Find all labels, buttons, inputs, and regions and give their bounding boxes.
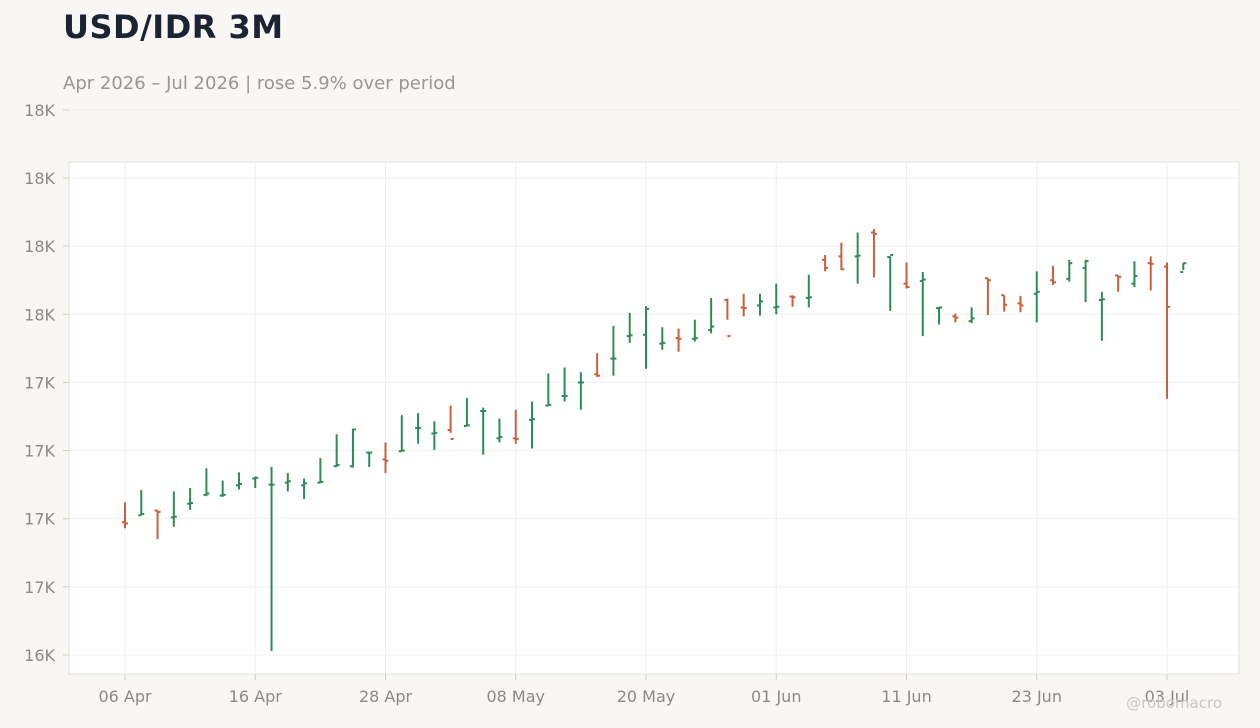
ohlc-bar [1017,295,1024,313]
ohlc-bar [1001,294,1008,312]
ohlc-bar [659,327,666,350]
ohlc-bar [1066,259,1073,282]
ohlc-bar [691,319,698,342]
ohlc-bar [170,491,177,527]
x-tick-label: 28 Apr [359,687,413,706]
ohlc-bar [822,255,829,272]
ohlc-bar [805,274,812,308]
ohlc-bar [138,490,145,517]
x-tick-label: 11 Jun [881,687,931,706]
ohlc-bar [724,298,731,338]
ohlc-bar [968,307,975,324]
ohlc-bar [463,398,470,428]
ohlc-bar [1098,291,1105,341]
ohlc-bar [561,367,568,402]
ohlc-bar [919,272,926,337]
ohlc-bar [122,502,128,529]
ohlc-bar [1033,271,1040,323]
ohlc-bar [187,488,194,510]
plot-area [68,161,1240,675]
ohlc-bar [594,353,601,377]
ohlc-bar [1180,262,1187,274]
ohlc-bar [708,297,715,334]
ohlc-bar [333,434,340,468]
x-tick-label: 03 Jul [1145,687,1190,706]
x-axis: 06 Apr 16 Apr 28 Apr 08 May 20 May 01 Jun 11 J… [98,674,1189,706]
ohlc-bar [1050,265,1057,285]
y-axis: 16K 17K 17K 17K 17K 18K 18K 18K 18K [24,101,69,665]
ohlc-bar [480,407,487,455]
ohlc-bar [415,413,422,444]
y-tick-label: 18K [24,237,55,256]
ohlc-bar [854,232,861,284]
x-tick-label: 20 May [617,687,676,706]
ohlc-bar [1147,256,1154,291]
ohlc-bar [675,328,682,352]
ohlc-bar [903,262,910,289]
ohlc-bar [984,277,991,315]
x-tick-label: 23 Jun [1012,687,1062,706]
ohlc-bar [838,242,845,271]
x-tick-label: 06 Apr [98,687,152,706]
ohlc-bar [252,476,259,489]
ohlc-bar [887,254,894,311]
ohlc-bar [203,468,210,497]
ohlc-bar [610,325,617,376]
y-tick-label: 17K [24,578,55,597]
ohlc-bar [301,478,308,499]
x-tick-label: 01 Jun [751,687,801,706]
ohlc-bar [1164,262,1170,399]
ohlc-bar [577,372,584,410]
chart-subtitle: Apr 2026 – Jul 2026 | rose 5.9% over per… [63,73,456,94]
ohlc-bar [496,418,503,443]
ohlc-bar [1082,259,1089,303]
ohlc-bar [952,313,959,323]
ohlc-bar [936,306,943,325]
ohlc-bar [529,401,536,449]
grid-lines [69,109,1239,674]
x-tick-label: 16 Apr [229,687,283,706]
ohlc-bar [447,405,454,440]
ohlc-bar [1131,261,1138,288]
y-tick-label: 18K [24,305,55,324]
ohlc-bar [284,473,291,492]
ohlc-bar [349,428,356,468]
ohlc-bar [219,480,226,497]
ohlc-bar [870,229,877,278]
ohlc-bar [740,293,747,317]
ohlc-bar [1115,274,1122,292]
ohlc-bar [773,283,780,315]
y-tick-label: 18K [24,169,55,188]
ohlc-bar [235,472,242,490]
ohlc-bar [382,442,389,474]
ohlc-bar [545,373,552,407]
y-tick-label: 16K [24,646,55,665]
ohlc-bars [122,229,1187,651]
ohlc-bar [789,295,796,307]
ohlc-bar [756,293,763,316]
ohlc-bar [626,312,633,343]
ohlc-bar [431,421,438,450]
ohlc-bar [398,415,405,453]
y-tick-label: 17K [24,510,55,529]
ohlc-bar [643,306,649,369]
ohlc-bar [366,451,373,467]
ohlc-bar [512,409,519,444]
chart-title: USD/IDR 3M [63,8,284,46]
watermark: @robomacro [1126,694,1222,712]
ohlc-bar [268,466,275,651]
x-tick-label: 08 May [486,687,545,706]
y-tick-label: 17K [24,442,55,461]
y-tick-label: 18K [24,101,55,120]
ohlc-bar [154,509,161,540]
y-tick-label: 17K [24,373,55,392]
ohlc-bar [317,458,324,484]
